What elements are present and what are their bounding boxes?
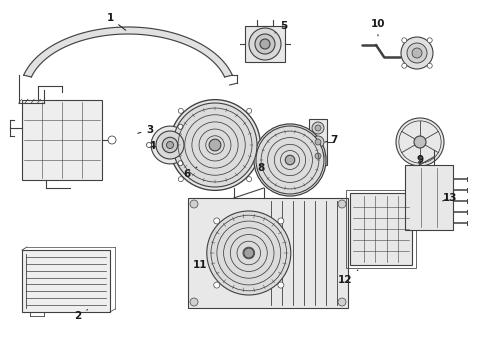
Circle shape <box>402 38 407 43</box>
Circle shape <box>285 155 295 165</box>
Polygon shape <box>24 27 232 77</box>
Circle shape <box>315 153 321 159</box>
Bar <box>245 26 285 62</box>
Circle shape <box>178 124 183 129</box>
Circle shape <box>178 177 183 182</box>
Circle shape <box>312 136 324 148</box>
Circle shape <box>214 282 220 288</box>
Circle shape <box>256 126 324 194</box>
Text: 10: 10 <box>371 19 385 36</box>
Circle shape <box>312 150 324 162</box>
Circle shape <box>244 248 254 258</box>
Circle shape <box>338 298 346 306</box>
Circle shape <box>173 103 257 187</box>
Circle shape <box>108 136 116 144</box>
Text: 9: 9 <box>416 155 423 165</box>
Circle shape <box>178 108 183 113</box>
Circle shape <box>246 108 252 113</box>
Circle shape <box>156 131 184 159</box>
Circle shape <box>255 34 275 54</box>
Circle shape <box>312 122 324 134</box>
Circle shape <box>412 48 422 58</box>
Text: 13: 13 <box>442 193 457 203</box>
Bar <box>405 165 453 230</box>
Circle shape <box>254 124 326 196</box>
Bar <box>22 250 110 312</box>
Circle shape <box>190 298 198 306</box>
Text: 11: 11 <box>193 253 210 270</box>
Circle shape <box>414 136 426 148</box>
Circle shape <box>315 125 321 131</box>
Circle shape <box>402 63 407 68</box>
Circle shape <box>207 211 291 295</box>
Text: 5: 5 <box>275 21 288 33</box>
Text: 1: 1 <box>106 13 126 30</box>
Circle shape <box>278 282 284 288</box>
Circle shape <box>167 141 173 149</box>
Bar <box>22 100 102 180</box>
Text: 4: 4 <box>148 141 159 151</box>
Circle shape <box>214 218 220 224</box>
Circle shape <box>427 63 432 68</box>
Circle shape <box>151 126 189 164</box>
Circle shape <box>407 43 427 63</box>
Circle shape <box>147 143 151 148</box>
Circle shape <box>178 161 183 166</box>
Circle shape <box>170 100 260 190</box>
Circle shape <box>396 118 444 166</box>
Text: 2: 2 <box>74 310 88 321</box>
Circle shape <box>427 38 432 43</box>
Circle shape <box>209 139 221 151</box>
Circle shape <box>401 37 433 69</box>
Circle shape <box>338 200 346 208</box>
Circle shape <box>278 218 284 224</box>
Text: 12: 12 <box>338 270 358 285</box>
Circle shape <box>249 28 281 60</box>
Bar <box>350 193 412 265</box>
Bar <box>188 198 348 308</box>
Bar <box>346 190 416 268</box>
Circle shape <box>190 200 198 208</box>
Text: 3: 3 <box>138 125 154 135</box>
Text: 7: 7 <box>325 135 338 145</box>
Text: 6: 6 <box>183 167 197 179</box>
Bar <box>309 119 327 165</box>
Text: 8: 8 <box>257 163 265 173</box>
Circle shape <box>246 177 252 182</box>
Circle shape <box>260 39 270 49</box>
Circle shape <box>162 137 178 153</box>
Circle shape <box>315 139 321 145</box>
